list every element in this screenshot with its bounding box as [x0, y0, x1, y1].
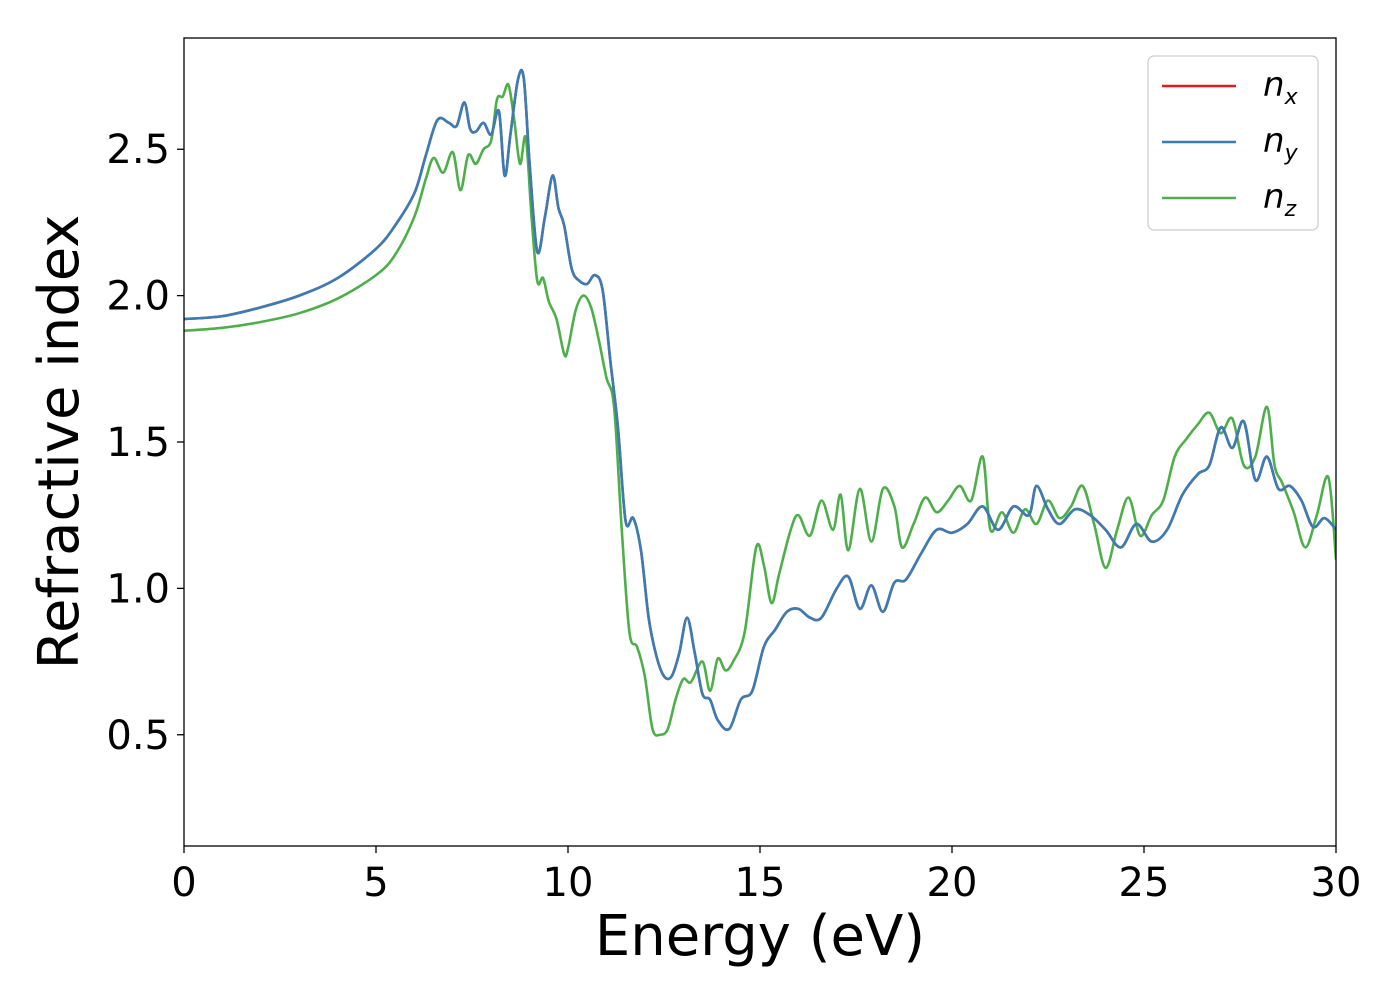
legend-label-base: n — [1263, 121, 1285, 161]
y-tick-label: 1.0 — [106, 566, 170, 612]
x-tick-label: 15 — [735, 860, 786, 906]
legend-label-x: nx — [1263, 65, 1299, 110]
y-tick-label: 2.0 — [106, 274, 170, 320]
legend-label-base: n — [1263, 177, 1285, 217]
legend-label-subscript: x — [1284, 85, 1299, 110]
series-line-y — [184, 68, 1336, 732]
x-tick-label: 10 — [543, 860, 594, 906]
y-tick-label: 2.5 — [106, 127, 170, 173]
series-line-z — [184, 82, 1336, 737]
legend-label-z: nz — [1263, 177, 1297, 222]
axes-layer: 0 5 10 15 20 25 30 0.5 1.0 1.5 2.0 2.5 Energy (eV) Re… — [27, 37, 1362, 969]
legend-label-y: ny — [1263, 121, 1299, 166]
legend-label-subscript: y — [1284, 141, 1299, 166]
y-axis-label: Refractive index — [27, 215, 92, 670]
x-tick-label: 20 — [927, 860, 978, 906]
series-layer — [184, 68, 1336, 737]
x-tick-label: 5 — [363, 860, 388, 906]
x-tick-label: 25 — [1119, 860, 1170, 906]
x-tick-label: 30 — [1311, 860, 1362, 906]
x-axis-label: Energy (eV) — [595, 904, 925, 969]
legend-label-base: n — [1263, 65, 1285, 105]
y-tick-label: 0.5 — [106, 713, 170, 759]
legend-label-subscript: z — [1284, 197, 1297, 222]
y-tick-label: 1.5 — [106, 420, 170, 466]
x-tick-label: 0 — [171, 860, 196, 906]
